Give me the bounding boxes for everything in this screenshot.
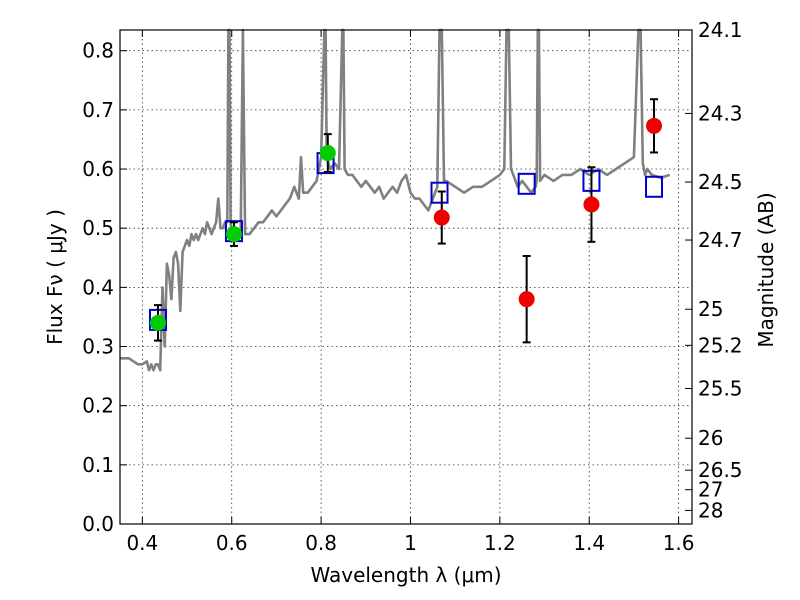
observed-photometry-point xyxy=(225,226,242,243)
model-photometry-square xyxy=(430,181,449,204)
right-y-tick-label: 28 xyxy=(698,498,723,522)
model-photometry-square xyxy=(645,175,664,198)
right-y-tick-label: 25.2 xyxy=(698,333,743,357)
observed-photometry-point xyxy=(518,291,535,308)
x-tick-label: 0.6 xyxy=(216,531,248,555)
observed-photometry-point xyxy=(646,117,663,134)
y-tick-label: 0.4 xyxy=(82,275,114,299)
x-tick-label: 0.8 xyxy=(305,531,337,555)
y-tick-label: 0.0 xyxy=(82,512,114,536)
y-tick-label: 0.3 xyxy=(82,335,114,359)
y-axis-label: Flux Fν ( μJy ) xyxy=(43,209,67,345)
right-y-tick-label: 24.1 xyxy=(698,18,743,42)
x-tick-label: 1.6 xyxy=(663,531,695,555)
x-tick-label: 0.4 xyxy=(126,531,158,555)
model-photometry-square xyxy=(517,172,536,195)
y-tick-label: 0.2 xyxy=(82,394,114,418)
right-y-tick-label: 27 xyxy=(698,478,723,502)
right-y-axis-label: Magnitude (AB) xyxy=(754,192,778,347)
x-tick-label: 1 xyxy=(404,531,417,555)
x-tick-label: 1.2 xyxy=(484,531,516,555)
plot-frame xyxy=(119,29,693,525)
right-y-tick-label: 24.7 xyxy=(698,228,743,252)
x-axis-label: Wavelength λ (μm) xyxy=(310,563,501,587)
right-y-tick-label: 25.5 xyxy=(698,377,743,401)
right-y-tick-label: 25 xyxy=(698,297,723,321)
y-tick-label: 0.5 xyxy=(82,216,114,240)
observed-photometry-point xyxy=(319,145,336,162)
y-tick-label: 0.6 xyxy=(82,157,114,181)
x-tick-label: 1.4 xyxy=(573,531,605,555)
y-tick-label: 0.8 xyxy=(82,39,114,63)
observed-photometry-point xyxy=(149,314,166,331)
right-y-tick-label: 26.5 xyxy=(698,458,743,482)
axis-ticks xyxy=(120,29,692,525)
y-tick-label: 0.7 xyxy=(82,98,114,122)
y-tick-label: 0.1 xyxy=(82,453,114,477)
right-y-tick-label: 26 xyxy=(698,426,723,450)
right-y-tick-label: 24.5 xyxy=(698,170,743,194)
right-y-tick-label: 24.3 xyxy=(698,101,743,125)
observed-photometry-point xyxy=(583,196,600,213)
photometry-points xyxy=(148,98,664,344)
observed-photometry-point xyxy=(433,209,450,226)
tick-labels: 0.4 0.6 0.8 1 1.2 1.4 1.6 0.0 0.1 0.2 0.3 0.4 0.5 0.6… xyxy=(82,18,742,555)
